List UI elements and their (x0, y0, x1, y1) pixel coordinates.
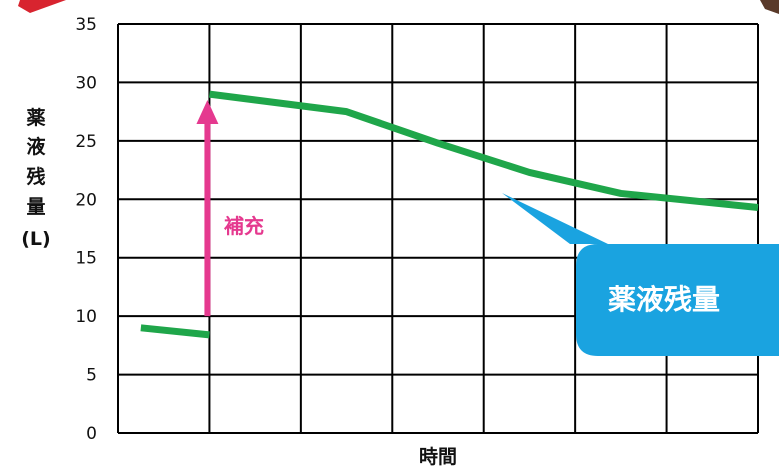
y-tick-label: 30 (75, 73, 97, 93)
series-line-segment (208, 90, 759, 211)
y-axis-title-char-4: 量 (26, 196, 45, 218)
refill-label: 補充 (223, 214, 264, 238)
grid (117, 23, 759, 434)
y-axis-title-char-3: 残 (26, 165, 45, 188)
series-lines (140, 90, 759, 339)
y-tick-label: 20 (75, 190, 97, 210)
callout-shape (502, 193, 779, 356)
y-axis-title-unit: (L) (21, 228, 50, 250)
x-axis-title: 時間 (419, 446, 457, 468)
y-tick-label: 10 (75, 307, 97, 327)
series-line-segment (140, 324, 210, 339)
y-axis-title-char-1: 薬 (25, 106, 45, 129)
callout-label: 薬液残量 (608, 283, 720, 316)
y-tick-label: 0 (86, 424, 97, 444)
refill-arrow-head (196, 99, 219, 124)
y-tick-label: 5 (86, 366, 97, 386)
y-axis-title: 薬 液 残 量 (L) (21, 106, 50, 250)
y-tick-label: 25 (75, 132, 97, 152)
decorative-brown-corner (760, 0, 779, 14)
callout-bubble: 薬液残量 (502, 193, 779, 356)
y-tick-label: 35 (75, 15, 97, 35)
decorative-red-corner (18, 0, 66, 13)
y-tick-label: 15 (75, 249, 97, 269)
refill-annotation: 補充 (196, 99, 264, 317)
y-axis-title-char-2: 液 (26, 135, 46, 158)
y-axis-ticks: 0 5 10 15 20 25 30 35 (75, 15, 97, 444)
